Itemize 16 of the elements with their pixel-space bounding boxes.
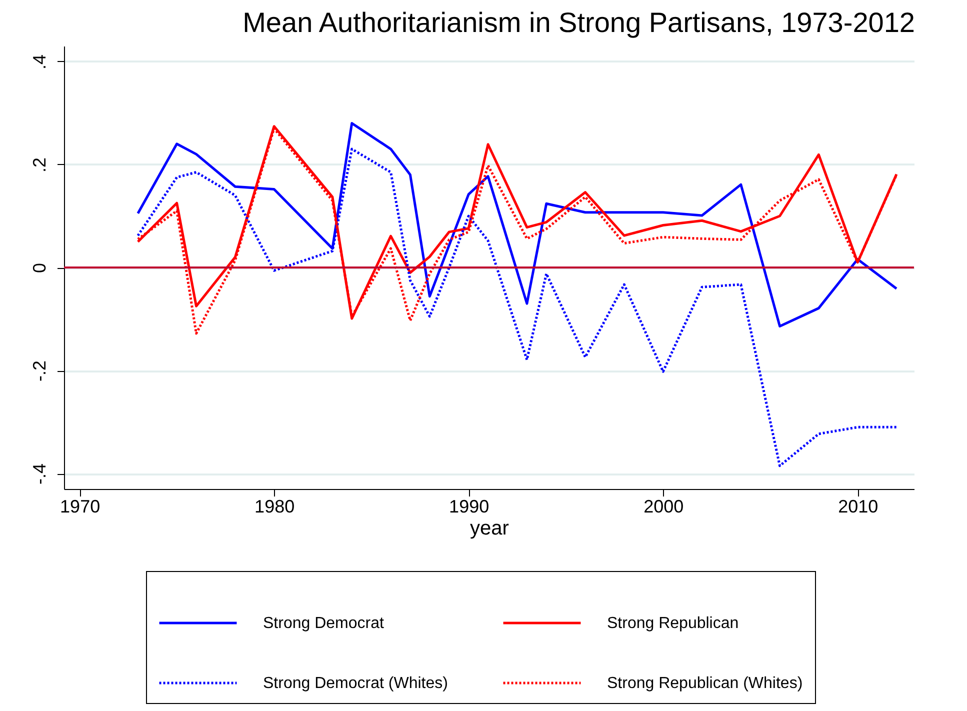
y-tick-label: -.4: [30, 464, 50, 485]
x-tick-label: 2000: [644, 496, 684, 516]
legend-label: Strong Democrat: [263, 615, 384, 632]
y-tick-label: .2: [30, 157, 50, 172]
legend-label: Strong Republican (Whites): [607, 675, 803, 692]
x-tick-label: 1990: [449, 496, 490, 516]
legend-label: Strong Democrat (Whites): [263, 675, 448, 692]
x-tick-label: 2010: [838, 496, 878, 516]
y-tick-label: 0: [30, 262, 50, 274]
chart-title: Mean Authoritarianism in Strong Partisans, 1973-2012: [242, 7, 915, 38]
x-axis-title: year: [470, 518, 510, 540]
x-tick-label: 1980: [254, 496, 295, 516]
legend-label: Strong Republican: [607, 615, 739, 632]
y-tick-label: .4: [30, 54, 50, 70]
y-tick-label: -.2: [30, 360, 50, 382]
x-tick-label: 1970: [60, 496, 100, 516]
